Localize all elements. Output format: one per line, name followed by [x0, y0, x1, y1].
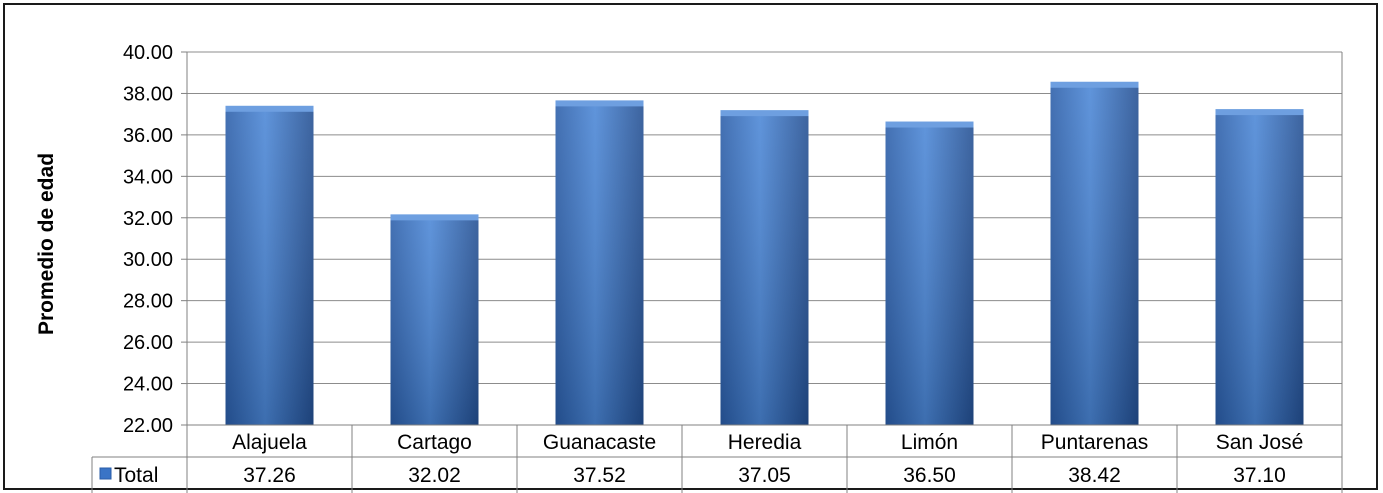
axes: 22.00 24.00 26.00 28.00 30.00 32.00 34.00 36.00… — [123, 42, 1343, 437]
x-tick-label: Puntarenas — [1041, 431, 1148, 454]
x-tick-label: Cartago — [397, 431, 472, 454]
x-tick-label: San José — [1216, 431, 1304, 454]
y-tick-label: 22.00 — [123, 415, 173, 437]
bar-top — [1215, 109, 1304, 116]
y-tick-label: 30.00 — [123, 249, 173, 271]
data-label: 37.52 — [573, 464, 626, 487]
y-tick-label: 28.00 — [123, 291, 173, 313]
y-tick-label: 34.00 — [123, 166, 173, 188]
y-tick-label: 38.00 — [123, 83, 173, 105]
data-label: 37.10 — [1233, 464, 1286, 487]
data-label: 37.05 — [738, 464, 791, 487]
y-tick-label: 32.00 — [123, 208, 173, 230]
y-axis-label: Promedio de edad — [35, 153, 58, 335]
bar-shade — [1050, 84, 1139, 425]
bar-top — [1050, 81, 1139, 88]
bar-shade — [390, 217, 479, 425]
data-label: 37.26 — [243, 464, 296, 487]
y-tick-label: 26.00 — [123, 332, 173, 354]
y-tick-label: 40.00 — [123, 42, 173, 64]
legend-key — [99, 467, 112, 480]
bars — [225, 81, 1304, 426]
bar-top — [390, 214, 479, 221]
x-tick-label: Alajuela — [232, 431, 307, 454]
bar-shade — [225, 108, 314, 425]
x-tick-label: Limón — [901, 431, 958, 454]
y-tick-label: 36.00 — [123, 125, 173, 147]
x-tick-label: Heredia — [728, 431, 802, 454]
bar-shade — [720, 113, 809, 425]
bar-shade — [885, 124, 974, 426]
bar-shade — [555, 103, 644, 425]
data-label: 36.50 — [903, 464, 956, 487]
data-table: Alajuela 37.26 Cartago 32.02 Guanacaste 37.52… — [91, 424, 1343, 493]
bar-top — [720, 110, 809, 117]
bar-shade — [1215, 112, 1304, 425]
legend-series-name: Total — [114, 464, 158, 487]
bar-top — [225, 105, 314, 112]
data-label: 38.42 — [1068, 464, 1121, 487]
y-tick-label: 24.00 — [123, 374, 173, 396]
bar-top — [555, 100, 644, 107]
bar-top — [885, 121, 974, 128]
x-tick-label: Guanacaste — [543, 431, 656, 454]
data-label: 32.02 — [408, 464, 461, 487]
